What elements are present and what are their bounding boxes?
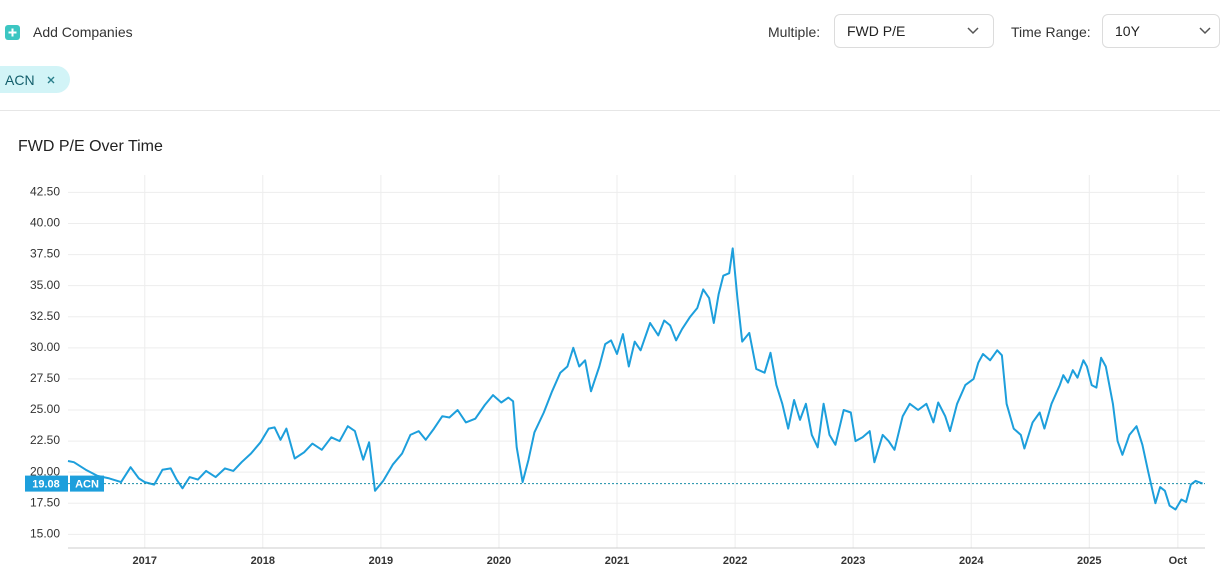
add-companies[interactable]: Add Companies bbox=[5, 24, 133, 40]
y-tick-label: 35.00 bbox=[30, 278, 60, 292]
x-tick-label: Oct bbox=[1169, 555, 1188, 567]
plus-icon bbox=[5, 24, 20, 40]
y-tick-label: 20.00 bbox=[30, 464, 60, 478]
x-tick-label: 2022 bbox=[723, 555, 747, 567]
multiple-label: Multiple: bbox=[768, 24, 821, 40]
y-tick-label: 25.00 bbox=[30, 402, 60, 416]
x-tick-label: 2018 bbox=[251, 555, 275, 567]
y-tick-label: 17.50 bbox=[30, 495, 60, 509]
chip-remove[interactable] bbox=[47, 76, 55, 84]
y-tick-label: 22.50 bbox=[30, 433, 60, 447]
current-value-label: 19.08 bbox=[32, 479, 60, 491]
x-tick-label: 2020 bbox=[487, 555, 511, 567]
series-line bbox=[67, 247, 1203, 511]
multiple-select[interactable]: FWD P/E bbox=[834, 14, 994, 48]
x-tick-label: 2023 bbox=[841, 555, 865, 567]
current-value-box bbox=[25, 475, 68, 492]
y-tick-label: 32.50 bbox=[30, 309, 60, 323]
y-tick-label: 27.50 bbox=[30, 371, 60, 385]
series-name: ACN bbox=[75, 479, 99, 491]
y-tick-label: 15.00 bbox=[30, 526, 60, 540]
company-chip: ACN bbox=[0, 66, 70, 93]
y-tick-label: 40.00 bbox=[30, 216, 60, 230]
chart-title: FWD P/E Over Time bbox=[18, 138, 163, 155]
range-label: Time Range: bbox=[1011, 24, 1091, 40]
range-value: 10Y bbox=[1115, 23, 1140, 39]
x-tick-label: 2019 bbox=[369, 555, 393, 567]
x-tick-label: 2017 bbox=[133, 555, 157, 567]
x-tick-label: 2025 bbox=[1077, 555, 1101, 567]
chevron bbox=[1199, 27, 1211, 35]
add-companies-label: Add Companies bbox=[33, 24, 133, 40]
x-tick-label: 2021 bbox=[605, 555, 629, 567]
series-name-box bbox=[70, 475, 104, 492]
x-tick-label: 2024 bbox=[959, 555, 984, 567]
multiple-value: FWD P/E bbox=[847, 23, 906, 39]
y-tick-label: 37.50 bbox=[30, 247, 60, 261]
y-tick-label: 42.50 bbox=[30, 185, 60, 199]
chevron bbox=[967, 27, 979, 35]
y-tick-label: 30.00 bbox=[30, 340, 60, 354]
chip-label: ACN bbox=[5, 71, 35, 88]
divider bbox=[0, 110, 1220, 111]
